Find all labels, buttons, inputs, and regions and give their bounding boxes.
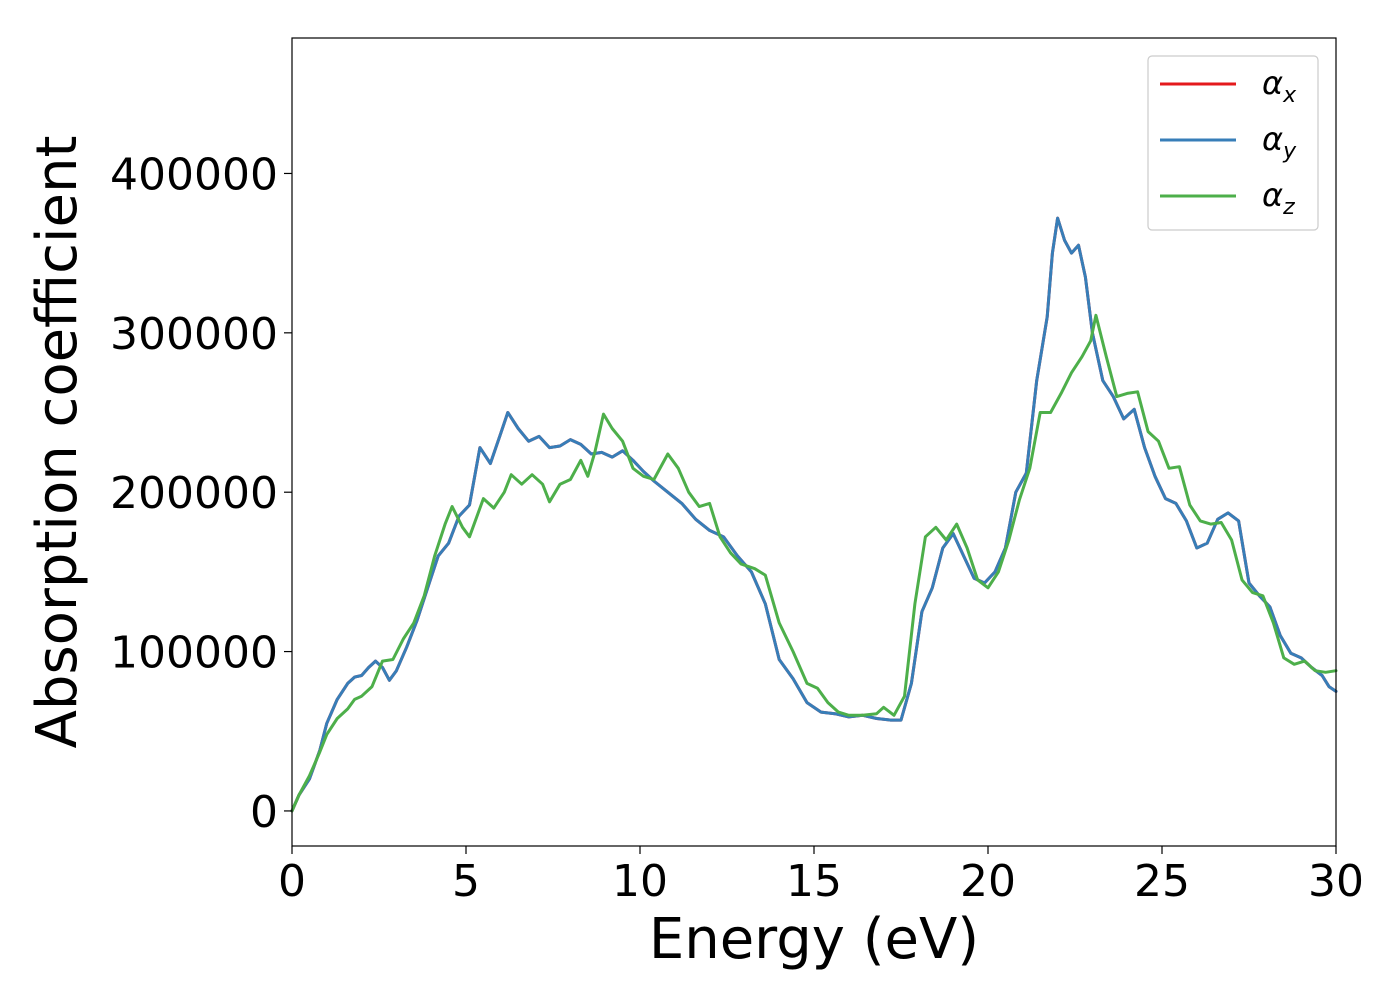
- series-lines: [290, 216, 1338, 813]
- legend-label-z: αz: [1262, 176, 1295, 220]
- x-tick-label: 10: [612, 856, 668, 907]
- x-tick-label: 0: [278, 856, 306, 907]
- x-tick-label: 20: [960, 856, 1016, 907]
- x-tick-label: 25: [1134, 856, 1190, 907]
- y-tick-label: 400000: [110, 149, 278, 200]
- legend: αx αy αz: [1147, 55, 1319, 231]
- y-axis-label: Absorption coefficient: [25, 136, 90, 749]
- x-axis-ticks: 0 5 10 15 20 25 30: [278, 846, 1364, 907]
- legend-label-x: αx: [1262, 64, 1297, 108]
- y-tick-label: 100000: [110, 628, 278, 679]
- legend-frame: [1147, 55, 1319, 231]
- series-line-z: [290, 313, 1338, 813]
- x-tick-label: 30: [1308, 856, 1364, 907]
- x-axis-label: Energy (eV): [649, 907, 979, 972]
- y-tick-label: 300000: [110, 309, 278, 360]
- y-tick-label: 200000: [110, 468, 278, 519]
- x-tick-label: 15: [786, 856, 842, 907]
- legend-label-y: αy: [1262, 120, 1297, 164]
- y-axis-ticks: 0 100000 200000 300000 400000: [110, 149, 292, 838]
- y-tick-label: 0: [250, 787, 278, 838]
- series-line-y: [290, 216, 1338, 813]
- x-tick-label: 5: [452, 856, 480, 907]
